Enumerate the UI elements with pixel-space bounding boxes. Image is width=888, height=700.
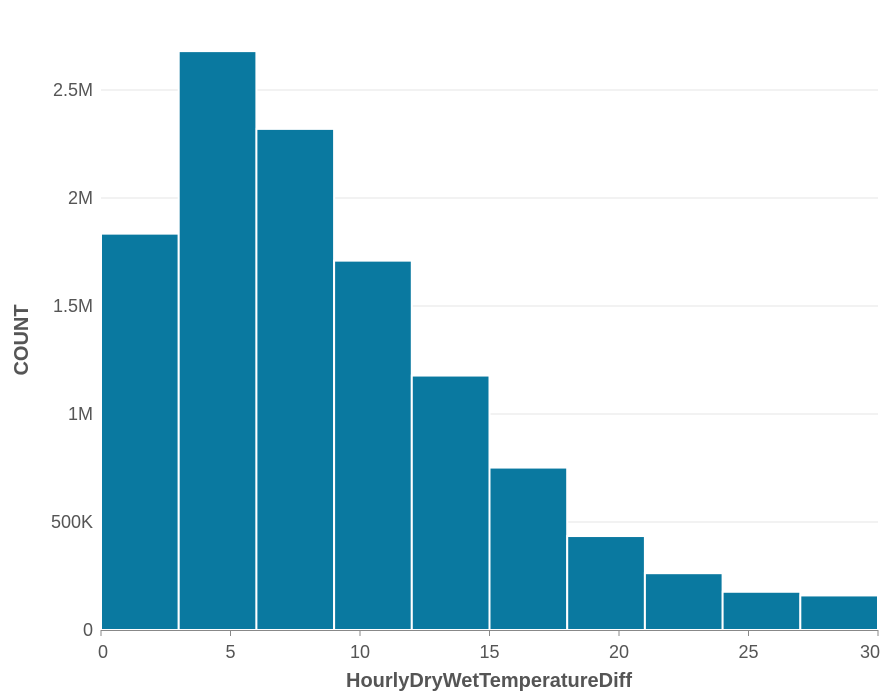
x-tick-label: 20	[609, 642, 629, 662]
histogram-bar	[799, 594, 879, 632]
x-tick-label: 25	[738, 642, 758, 662]
y-tick-label: 2M	[68, 188, 93, 208]
x-tick-label: 30	[860, 642, 880, 662]
histogram-bar	[333, 259, 413, 631]
histogram-bar	[566, 535, 646, 631]
histogram-bar	[410, 374, 491, 631]
x-tick-label: 10	[350, 642, 370, 662]
x-tick-label: 15	[479, 642, 499, 662]
histogram-bar	[643, 572, 724, 632]
y-tick-label: 500K	[51, 512, 93, 532]
bars	[100, 50, 879, 632]
histogram-bar	[100, 232, 180, 631]
histogram-bar	[255, 127, 336, 631]
x-tick-label: 0	[98, 642, 108, 662]
y-tick-label: 1.5M	[53, 296, 93, 316]
y-tick-label: 0	[83, 620, 93, 640]
x-axis-title: HourlyDryWetTemperatureDiff	[346, 670, 632, 692]
histogram-bar	[721, 590, 802, 632]
y-axis-ticks: 0 500K 1M 1.5M 2M 2.5M	[51, 80, 93, 640]
y-tick-label: 2.5M	[53, 80, 93, 100]
x-axis: 0 5 10 15 20 25 30	[98, 630, 880, 662]
y-axis-title: COUNT	[11, 304, 33, 375]
histogram-bar	[488, 466, 569, 631]
histogram-bar	[177, 50, 258, 632]
x-tick-label: 5	[225, 642, 235, 662]
y-tick-label: 1M	[68, 404, 93, 424]
